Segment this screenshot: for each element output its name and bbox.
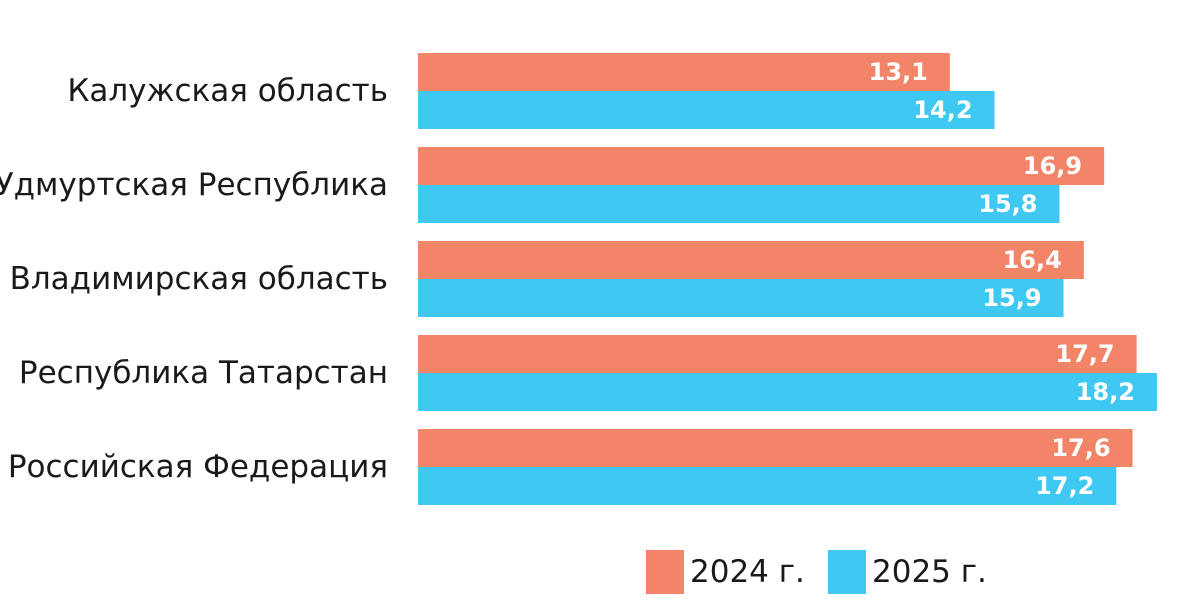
data-label: 17,2 (1035, 472, 1094, 500)
category-label: Российская Федерация (8, 449, 388, 485)
data-label: 17,7 (1055, 340, 1114, 368)
data-label: 15,8 (978, 190, 1037, 218)
bar-series-1 (418, 241, 1084, 279)
bar-series-1 (418, 53, 950, 91)
bar-series-2 (418, 373, 1157, 411)
bar-series-1 (418, 147, 1105, 185)
data-label: 15,9 (982, 284, 1041, 312)
data-label: 17,6 (1051, 434, 1110, 462)
legend-swatch (646, 550, 684, 594)
data-label: 16,9 (1023, 152, 1082, 180)
category-label: Республика Татарстан (19, 355, 388, 391)
category-labels: Калужская область Удмуртская Республика Вл… (0, 73, 388, 485)
data-label: 14,2 (913, 96, 972, 124)
legend: 2024 г. 2025 г. (646, 550, 987, 594)
category-label: Калужская область (67, 73, 388, 109)
data-label: 13,1 (869, 58, 928, 86)
bars (418, 53, 1157, 505)
bar-series-1 (418, 429, 1133, 467)
legend-label: 2025 г. (872, 554, 987, 590)
bar-series-2 (418, 467, 1117, 505)
category-label: Владимирская область (10, 261, 388, 297)
legend-label: 2024 г. (690, 554, 805, 590)
bar-series-2 (418, 279, 1064, 317)
bar-series-1 (418, 335, 1137, 373)
data-label: 16,4 (1003, 246, 1062, 274)
bar-series-2 (418, 91, 995, 129)
category-label: Удмуртская Республика (0, 167, 388, 203)
legend-swatch (828, 550, 866, 594)
bar-series-2 (418, 185, 1060, 223)
value-labels: 13,1 14,2 16,9 15,8 16,4 15,9 17,7 18,2 17,6 17,2 (869, 58, 1135, 500)
data-label: 18,2 (1076, 378, 1135, 406)
